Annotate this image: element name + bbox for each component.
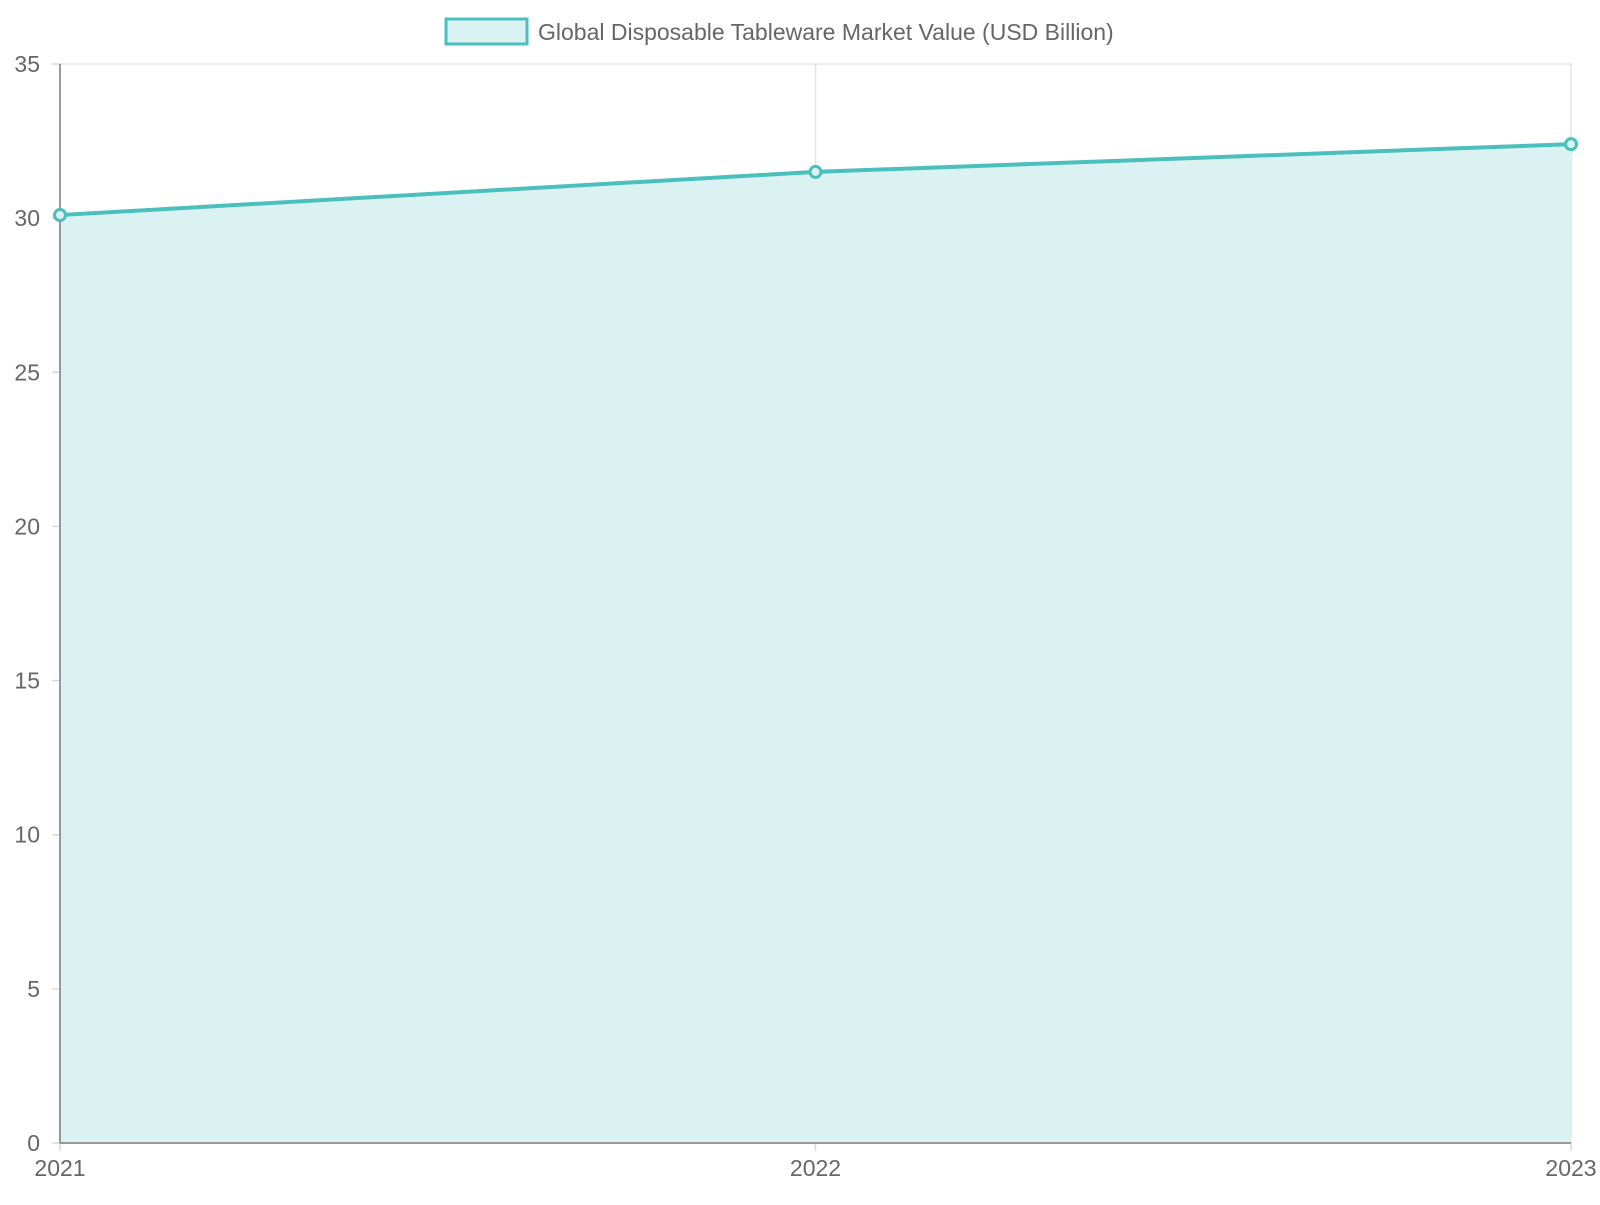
data-point[interactable] [1564,137,1578,152]
y-tick-label: 0 [27,1130,40,1156]
legend-swatch[interactable] [444,17,529,46]
legend-label[interactable]: Global Disposable Tableware Market Value… [538,19,1114,45]
mark-layer [53,137,1578,223]
series-area-fill [60,144,1571,1143]
x-tick-label: 2022 [790,1155,841,1181]
y-tick-label: 30 [14,205,40,231]
data-point[interactable] [53,208,67,223]
y-tick-label: 15 [14,668,40,694]
y-tick-label: 35 [14,51,40,77]
axis-layer: 0 5 10 15 20 25 30 35 2021 2022 2023 [14,51,1596,1181]
x-tick-label: 2021 [34,1155,85,1181]
legend[interactable]: Global Disposable Tableware Market Value… [444,17,1114,46]
data-point[interactable] [808,164,823,179]
y-tick-label: 5 [27,976,40,1002]
area-layer [60,144,1571,1143]
x-tick-label: 2023 [1545,1155,1596,1181]
y-tick-label: 10 [14,822,40,848]
y-tick-label: 20 [14,513,40,539]
y-tick-label: 25 [14,359,40,385]
